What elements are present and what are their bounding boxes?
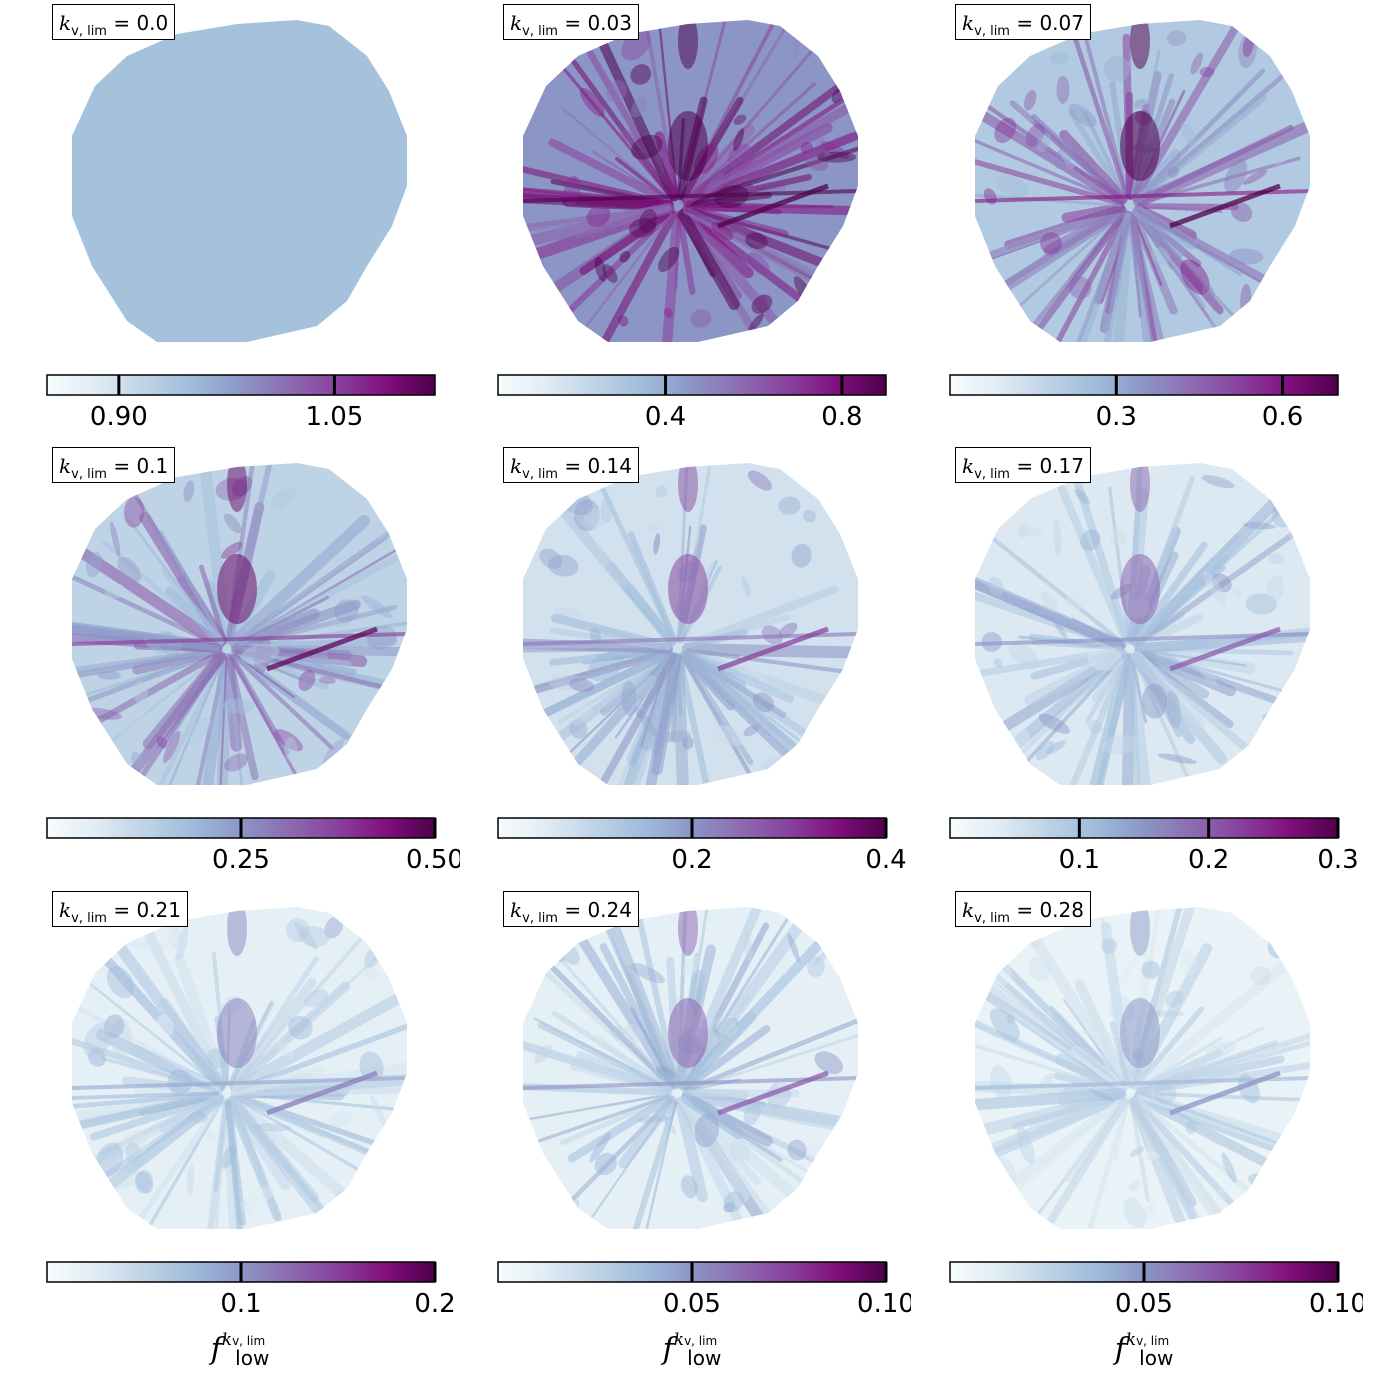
panel-label: kv, lim = 0.14 <box>503 447 639 483</box>
colorbar-tick-label: 0.2 <box>671 845 712 875</box>
colorbar-tick-label: 0.90 <box>90 402 148 432</box>
colorbar-tick-label: 0.6 <box>1262 402 1303 432</box>
colorbar-8: 0.05 0.10 <box>497 1261 911 1319</box>
colorbar-tick-label: 0.1 <box>1059 845 1100 875</box>
colorbar-label-col1: fkv, limlow <box>210 1330 270 1370</box>
colorbar-tick-label: 0.25 <box>212 845 270 875</box>
heatmap-1 <box>72 20 407 342</box>
label-subscript: v, lim <box>974 911 1010 926</box>
label-subscript: v, lim <box>522 911 558 926</box>
heatmap-4 <box>72 463 407 785</box>
label-symbol: k <box>59 898 72 922</box>
label-subscript: v, lim <box>522 24 558 39</box>
panel-label: kv, lim = 0.1 <box>52 447 176 483</box>
colorbar-tick-label: 0.4 <box>645 402 686 432</box>
label-symbol: k <box>962 454 975 478</box>
colorbar-gradient <box>949 374 1339 396</box>
panel-5: kv, lim = 0.14 0.2 0.4 <box>451 443 911 883</box>
panel-6: kv, lim = 0.17 0.1 0.2 0.3 <box>903 443 1363 883</box>
colorbar-tick-label: 0.05 <box>1115 1289 1173 1319</box>
colorbar-tick-label: 0.8 <box>821 402 862 432</box>
colorbar-tick-label: 1.05 <box>305 402 363 432</box>
label-subscript: v, lim <box>522 467 558 482</box>
label-subscript: v, lim <box>71 24 107 39</box>
label-symbol: k <box>510 11 523 35</box>
colorbar-tick-label: 0.2 <box>1188 845 1229 875</box>
panel-7: kv, lim = 0.21 0.1 0.2 <box>0 887 460 1327</box>
label-value: = 0.21 <box>106 898 181 922</box>
panel-4: kv, lim = 0.1 0.25 0.50 <box>0 443 460 883</box>
colorbar-7: 0.1 0.2 <box>46 1261 456 1319</box>
map-structure <box>72 907 407 1229</box>
panel-label: kv, lim = 0.0 <box>52 4 176 40</box>
panel-label: kv, lim = 0.24 <box>503 891 639 927</box>
panel-9: kv, lim = 0.28 0.05 0.10 <box>903 887 1363 1327</box>
label-value: = 0.07 <box>1009 11 1084 35</box>
colorbar-gradient <box>949 817 1339 839</box>
heatmap-5 <box>523 463 858 785</box>
colorbar-tick-label: 0.05 <box>663 1289 721 1319</box>
label-symbol: k <box>510 454 523 478</box>
colorbar-gradient <box>46 374 436 396</box>
heatmap-2 <box>523 20 858 342</box>
colorbar-tick-label: 0.3 <box>1096 402 1137 432</box>
map-structure <box>975 907 1310 1229</box>
colorbar-label-col3: fkv, limlow <box>1114 1330 1174 1370</box>
colorbar-tick-label: 0.1 <box>220 1289 261 1319</box>
label-subscript: v, lim <box>71 467 107 482</box>
label-symbol: k <box>962 11 975 35</box>
panel-label: kv, lim = 0.03 <box>503 4 639 40</box>
label-subscript: v, lim <box>974 24 1010 39</box>
colorbar-tick-label: 0.4 <box>865 845 906 875</box>
panel-3: kv, lim = 0.07 0.3 0.6 <box>903 0 1363 440</box>
panel-label: kv, lim = 0.07 <box>955 4 1091 40</box>
heatmap-9 <box>975 907 1310 1229</box>
panel-label: kv, lim = 0.28 <box>955 891 1091 927</box>
colorbar-4: 0.25 0.50 <box>46 817 460 875</box>
colorbar-3: 0.3 0.6 <box>949 374 1339 432</box>
heatmap-3 <box>975 20 1310 342</box>
label-value: = 0.14 <box>557 454 632 478</box>
label-value: = 0.1 <box>106 454 169 478</box>
colorbar-tick-label: 0.10 <box>857 1289 911 1319</box>
colorbar-1: 0.90 1.05 <box>46 374 436 432</box>
panel-2: kv, lim = 0.03 0.4 0.8 <box>451 0 911 440</box>
colorbar-gradient <box>497 374 887 396</box>
label-value: = 0.0 <box>106 11 169 35</box>
map-structure <box>72 463 407 785</box>
label-subscript: v, lim <box>71 911 107 926</box>
label-value: = 0.24 <box>557 898 632 922</box>
colorbar-2: 0.4 0.8 <box>497 374 887 432</box>
panel-8: kv, lim = 0.24 0.05 0.10 <box>451 887 911 1327</box>
label-symbol: k <box>510 898 523 922</box>
heatmap-6 <box>975 463 1310 785</box>
label-value: = 0.17 <box>1009 454 1084 478</box>
label-symbol: k <box>59 11 72 35</box>
colorbar-6: 0.1 0.2 0.3 <box>949 817 1359 875</box>
label-value: = 0.03 <box>557 11 632 35</box>
colorbar-tick-label: 0.10 <box>1309 1289 1363 1319</box>
heatmap-8 <box>523 907 858 1229</box>
colorbar-5: 0.2 0.4 <box>497 817 907 875</box>
label-symbol: k <box>962 898 975 922</box>
colorbar-tick-label: 0.50 <box>406 845 460 875</box>
map-structure <box>523 463 858 785</box>
map-structure <box>975 20 1310 342</box>
panel-label: kv, lim = 0.21 <box>52 891 188 927</box>
label-subscript: v, lim <box>974 467 1010 482</box>
label-value: = 0.28 <box>1009 898 1084 922</box>
colorbar-9: 0.05 0.10 <box>949 1261 1363 1319</box>
panel-1: kv, lim = 0.0 0.90 1.05 <box>0 0 460 440</box>
label-symbol: k <box>59 454 72 478</box>
colorbar-tick-label: 0.3 <box>1317 845 1358 875</box>
colorbar-label-col2: fkv, limlow <box>662 1330 722 1370</box>
panel-label: kv, lim = 0.17 <box>955 447 1091 483</box>
colorbar-tick-label: 0.2 <box>414 1289 455 1319</box>
map-background <box>72 20 407 342</box>
heatmap-7 <box>72 907 407 1229</box>
